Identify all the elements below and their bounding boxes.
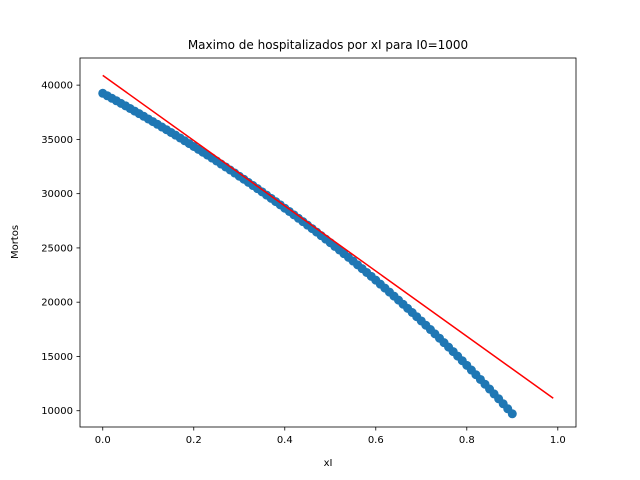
x-tick-label: 0.6 bbox=[368, 435, 384, 446]
x-axis-label: xI bbox=[324, 458, 333, 469]
axes-frame bbox=[79, 57, 577, 428]
x-tick-label: 0.8 bbox=[459, 435, 475, 446]
chart-title: Maximo de hospitalizados por xI para I0=… bbox=[188, 38, 468, 52]
y-tick-label: 30000 bbox=[41, 189, 73, 200]
x-tick-label: 1.0 bbox=[550, 435, 566, 446]
x-axis: 0.0 0.2 0.4 0.6 0.8 1.0 bbox=[95, 427, 566, 446]
scatter-point bbox=[507, 409, 517, 419]
scatter-points bbox=[98, 88, 517, 419]
x-tick-label: 0.2 bbox=[186, 435, 202, 446]
y-axis-label: Mortos bbox=[10, 225, 21, 259]
y-axis: 10000 15000 20000 25000 30000 35000 40000 bbox=[41, 81, 80, 417]
y-tick-label: 25000 bbox=[41, 243, 73, 254]
y-tick-label: 20000 bbox=[41, 298, 73, 309]
x-tick-label: 0.0 bbox=[95, 435, 111, 446]
y-tick-label: 35000 bbox=[41, 135, 73, 146]
plot-area bbox=[98, 74, 554, 419]
y-tick-label: 15000 bbox=[41, 352, 73, 363]
y-tick-label: 40000 bbox=[41, 81, 73, 92]
x-tick-label: 0.4 bbox=[277, 435, 293, 446]
y-tick-label: 10000 bbox=[41, 406, 73, 417]
fit-line bbox=[102, 74, 554, 399]
